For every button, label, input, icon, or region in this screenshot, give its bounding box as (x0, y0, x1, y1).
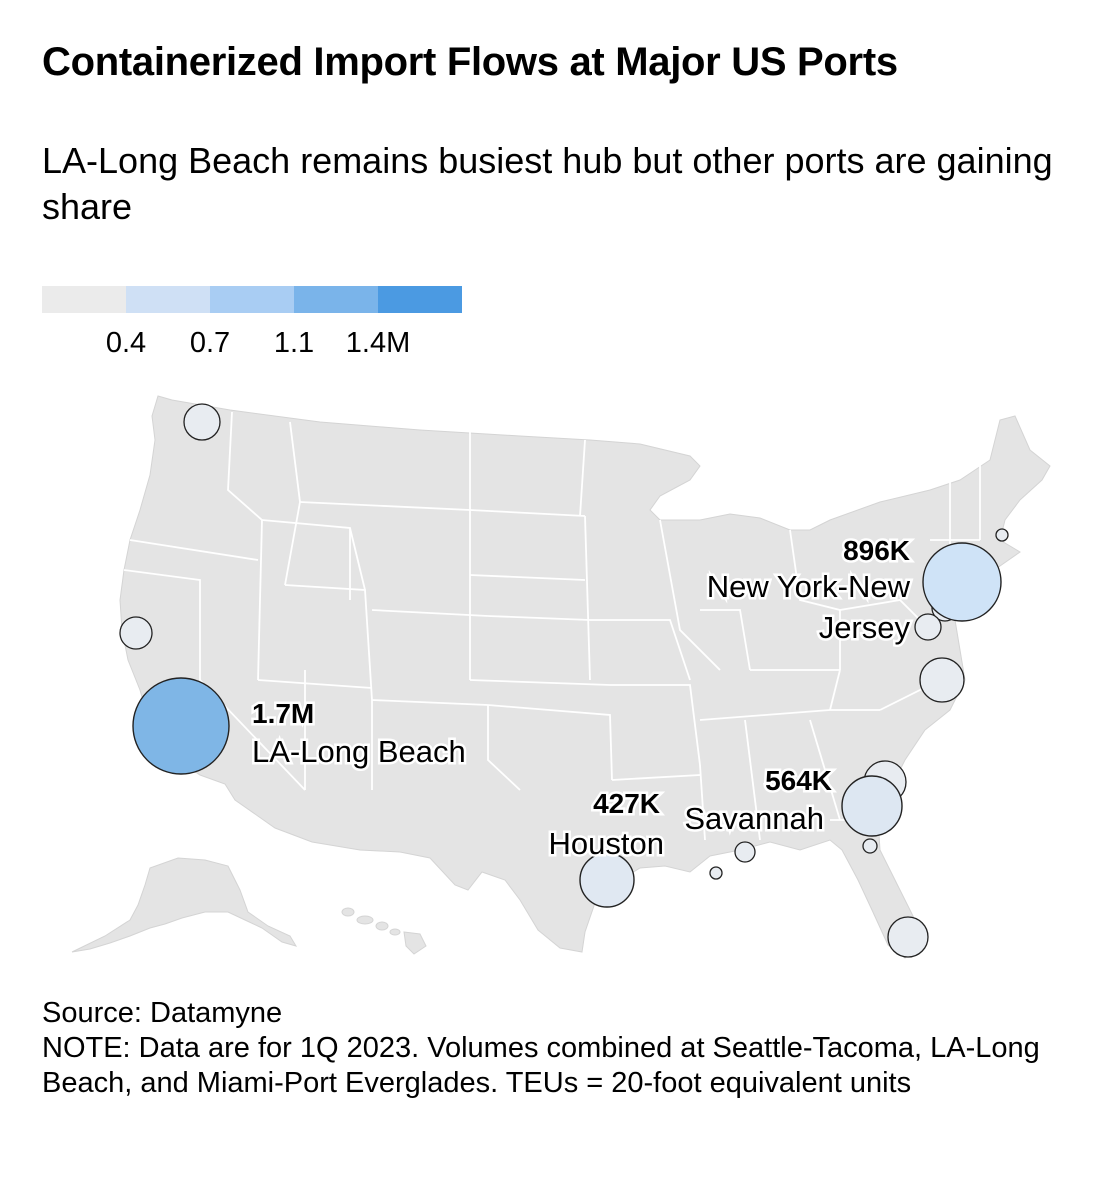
port-circle-10 (919, 657, 965, 703)
port-circle-12 (734, 841, 756, 863)
alaska-shape (71, 857, 298, 953)
port-circle-5 (183, 403, 221, 441)
legend-swatch-1 (42, 286, 126, 313)
port-circle-9 (914, 613, 942, 641)
savannah-name: Savannah (684, 801, 824, 836)
savannah-value: 564K (765, 765, 832, 796)
port-circles (119, 403, 1009, 958)
port-circle-la-long-beach (132, 677, 230, 775)
legend-swatch-5 (378, 286, 462, 313)
legend-label-4: 1.4M (345, 327, 411, 359)
port-circle-7 (995, 528, 1009, 542)
data-note: NOTE: Data are for 1Q 2023. Volumes comb… (42, 1032, 1040, 1099)
port-circle-15 (887, 916, 929, 958)
port-circle-13 (709, 866, 723, 880)
source-note: Source: Datamyne (42, 997, 283, 1029)
houston-value: 427K (593, 788, 660, 819)
legend-bar (42, 286, 482, 313)
legend-label-2: 0.7 (189, 327, 231, 359)
port-circle-6 (119, 616, 153, 650)
legend-swatch-4 (294, 286, 378, 313)
new-york-new-jersey-name-line1: New York-New (707, 569, 911, 604)
port-circle-savannah (841, 775, 903, 837)
us-map: 1.7M LA-Long Beach 896K New York-New Jer… (71, 395, 1051, 959)
us-landmass (71, 395, 1051, 959)
chart-footer: Source: Datamyne NOTE: Data are for 1Q 2… (42, 996, 1072, 1101)
new-york-new-jersey-name-line2: Jersey (819, 610, 911, 645)
la-long-beach-value: 1.7M (252, 698, 314, 729)
state-borders (123, 411, 981, 841)
color-legend: 0.4 0.7 1.1 1.4M (42, 286, 482, 367)
hawaii-shape (341, 907, 427, 955)
legend-label-3: 1.1 (273, 327, 315, 359)
legend-swatch-2 (126, 286, 210, 313)
chart-subtitle: LA-Long Beach remains busiest hub but ot… (42, 140, 1053, 227)
port-circle-new-york-new-jersey (922, 542, 1002, 622)
port-labels: 1.7M LA-Long Beach 896K New York-New Jer… (250, 533, 914, 864)
legend-label-1: 0.4 (105, 327, 147, 359)
port-circle-14 (862, 838, 878, 854)
chart-title: Containerized Import Flows at Major US P… (42, 40, 898, 84)
new-york-new-jersey-value: 896K (843, 535, 910, 566)
houston-name: Houston (549, 826, 664, 861)
la-long-beach-name: LA-Long Beach (252, 734, 466, 769)
legend-swatch-3 (210, 286, 294, 313)
port-circle-houston (579, 852, 635, 908)
legend-labels: 0.4 0.7 1.1 1.4M (42, 327, 482, 367)
